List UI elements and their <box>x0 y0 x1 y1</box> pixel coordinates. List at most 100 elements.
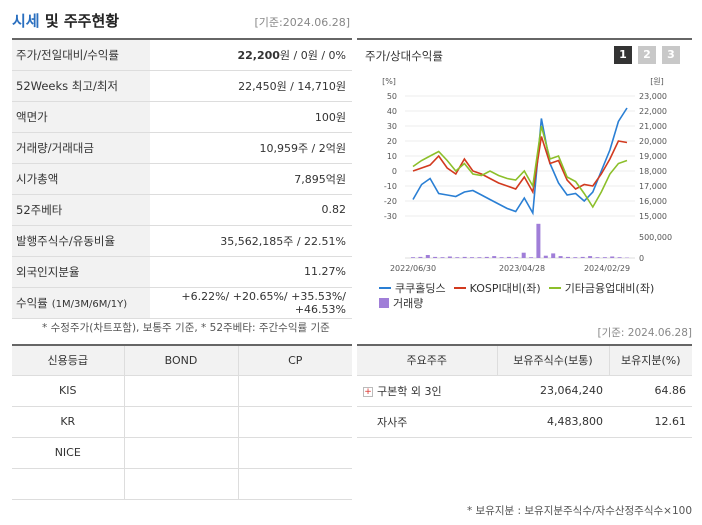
credit-cell <box>124 468 239 500</box>
credit-cell <box>124 406 239 438</box>
expand-plus-icon[interactable]: + <box>363 386 373 397</box>
right-tick-label: 20,000 <box>639 137 667 146</box>
series-line-1 <box>412 107 628 216</box>
credit-cell <box>124 375 239 407</box>
legend-swatch <box>453 287 466 289</box>
legend-label: 쿠쿠홀딩스 <box>395 281 446 295</box>
title-rest: 주주현황 <box>63 12 120 30</box>
return-value: +35.53% <box>291 289 343 303</box>
holders-header: 보유지분(%) <box>609 345 692 376</box>
summary-row: 52Weeks 최고/최저 22,450원 / 14,710원 <box>12 70 352 101</box>
left-tick-label: 50 <box>387 92 397 101</box>
legend-item: 거래량 <box>379 296 423 311</box>
volume-bar <box>566 256 570 258</box>
legend-label: KOSPI대비(좌) <box>469 281 541 295</box>
returns-row: 수익률 (1M/3M/6M/1Y) +6.22%/ +20.65%/ +35.53%… <box>12 287 352 318</box>
volume-bar <box>558 256 563 258</box>
legend-item: 쿠쿠홀딩스 <box>379 281 446 296</box>
summary-value: 11.27% <box>304 265 346 278</box>
chart-button-1[interactable]: 1 <box>614 46 632 64</box>
summary-label: 주가/전일대비/수익률 <box>12 39 150 70</box>
volume-bar <box>418 256 423 258</box>
major-holders-table: 주요주주 보유주식수(보통) 보유지분(%) + 구본학 외 3인 23,064,240… <box>357 344 692 438</box>
credit-header: 신용등급 <box>12 345 125 376</box>
volume-bar <box>573 257 578 258</box>
chart-legend: 쿠쿠홀딩스 KOSPI대비(좌) 기타금융업대비(좌) 거래량 <box>379 278 699 312</box>
chart-period-buttons: 1 2 3 <box>614 46 680 64</box>
left-axis-unit: [%] <box>382 77 396 86</box>
summary-value: 22,450원 / 14,710원 <box>238 79 346 93</box>
summary-label: 거래량/거래대금 <box>12 132 150 163</box>
legend-label: 거래량 <box>393 296 424 310</box>
right-tick-label: 17,000 <box>639 182 667 191</box>
summary-label: 발행주식수/유동비율 <box>12 225 150 256</box>
credit-cell: NICE <box>12 437 125 469</box>
volume-bar <box>425 255 430 258</box>
left-tick-label: -20 <box>384 197 397 206</box>
legend-item: KOSPI대비(좌) <box>453 281 541 296</box>
volume-bar <box>499 257 504 258</box>
left-tick-label: -30 <box>384 212 397 221</box>
credit-cell <box>124 437 239 469</box>
summary-row: 거래량/거래대금 10,959주 / 2억원 <box>12 132 352 163</box>
volume-bar <box>521 252 526 258</box>
right-axis-unit: [원] <box>650 77 664 86</box>
return-value: +20.65% <box>232 289 284 303</box>
credit-cell: KR <box>12 406 125 438</box>
legend-swatch <box>379 298 389 308</box>
footnote-basis: * 수정주가(차트포함), 보통주 기준, * 52주베타: 주간수익률 기준 <box>42 322 330 334</box>
summary-label: 액면가 <box>12 101 150 132</box>
volume-bar <box>484 256 489 258</box>
credit-cell: KIS <box>12 375 125 407</box>
credit-cell <box>238 437 352 469</box>
series-line-3 <box>412 125 628 209</box>
volume-bar <box>602 257 607 258</box>
right-tick-label: 18,000 <box>639 167 667 176</box>
price-change: 원 / 0원 / 0% <box>279 48 346 62</box>
volume-bar <box>462 256 467 258</box>
volume-bar <box>551 253 556 258</box>
chart-button-2[interactable]: 2 <box>638 46 656 64</box>
holder-percent: 12.61 <box>609 406 692 438</box>
summary-value: 7,895억원 <box>294 172 346 186</box>
return-value: +46.53% <box>294 302 346 316</box>
table-row: KR <box>12 406 352 438</box>
table-row: + 구본학 외 3인 23,064,240 64.86 <box>357 375 692 407</box>
chart-title: 주가/상대수익률 <box>365 49 443 63</box>
reference-date-mid: [기준: 2024.06.28] <box>597 327 692 339</box>
volume-bar <box>610 256 615 258</box>
holder-name-cell: + 구본학 외 3인 <box>357 375 497 407</box>
table-row: KIS <box>12 375 352 407</box>
right-tick-label: 19,000 <box>639 152 667 161</box>
credit-header: CP <box>238 345 352 376</box>
current-price: 22,200 <box>237 48 280 62</box>
right-tick-label: 21,000 <box>639 122 667 131</box>
summary-value: 10,959주 / 2억원 <box>259 141 346 155</box>
volume-bar <box>543 255 548 258</box>
volume-bar <box>617 257 622 258</box>
holders-header: 보유주식수(보통) <box>497 345 610 376</box>
holder-name: 자사주 <box>377 415 408 429</box>
chart-button-3[interactable]: 3 <box>662 46 680 64</box>
summary-value: 0.82 <box>321 203 347 216</box>
volume-bar <box>433 256 438 258</box>
holders-header: 주요주주 <box>357 345 498 376</box>
summary-table: 주가/전일대비/수익률 22,200원 / 0원 / 0% 52Weeks 최고/최… <box>12 38 352 319</box>
holder-shares: 4,483,800 <box>497 406 609 438</box>
reference-date-top: [기준:2024.06.28] <box>254 16 350 29</box>
returns-values: +6.22%/ +20.65%/ +35.53%/ +46.53% <box>181 289 346 316</box>
summary-row: 액면가 100원 <box>12 101 352 132</box>
right-tick-label: 15,000 <box>639 212 667 221</box>
summary-value: 22,200원 / 0원 / 0% <box>150 39 352 70</box>
left-tick-label: 40 <box>387 107 397 116</box>
right-tick-label: 23,000 <box>639 92 667 101</box>
summary-label: 52Weeks 최고/최저 <box>12 70 150 101</box>
left-tick-label: -10 <box>384 182 397 191</box>
volume-bar <box>411 257 415 258</box>
volume-bar <box>447 256 452 258</box>
holder-percent: 64.86 <box>609 375 692 407</box>
volume-bar <box>492 256 497 258</box>
volume-bar <box>595 257 600 258</box>
table-row <box>12 468 352 500</box>
price-chart: [%] [원] 50 23,000 40 22,000 30 21,000 20 20,000 10… <box>382 77 672 273</box>
